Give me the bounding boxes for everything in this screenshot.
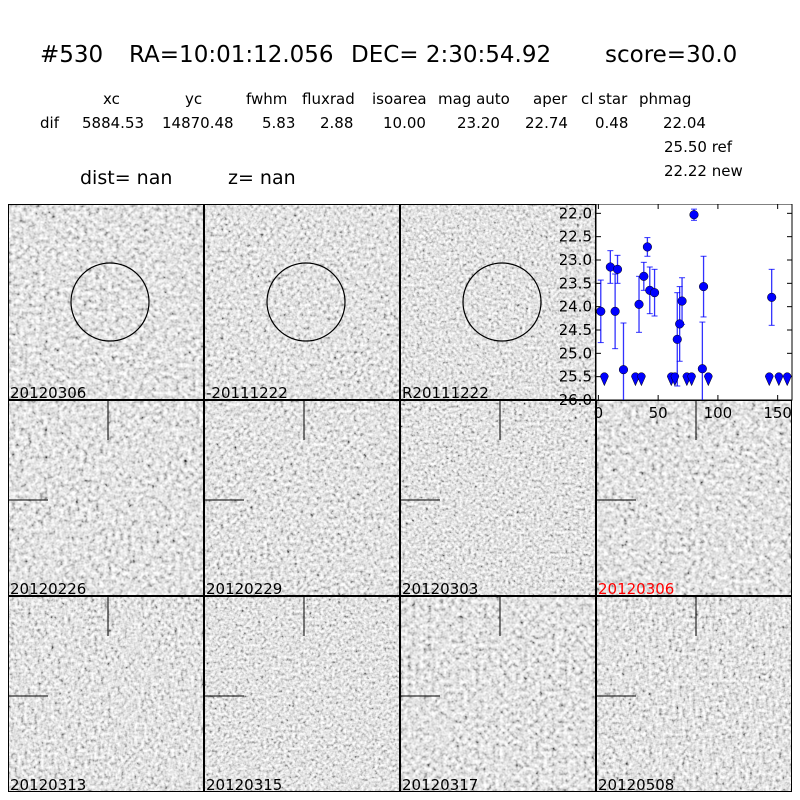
column-value: 23.20	[457, 114, 500, 132]
column-value: 22.04	[663, 114, 706, 132]
plot-frame	[595, 204, 793, 401]
upper-limit-marker	[774, 372, 784, 387]
row-label: dif	[40, 114, 59, 132]
ra: RA=10:01:12.056	[129, 42, 334, 68]
aperture-circle	[266, 262, 346, 342]
data-point	[639, 271, 649, 281]
column-value: 10.00	[383, 114, 426, 132]
column-header: fwhm	[246, 90, 288, 108]
column-header: cl star	[581, 90, 628, 108]
stamp-image: -20111222	[204, 204, 400, 400]
column-value: 5884.53	[82, 114, 145, 132]
column-header: mag auto	[438, 90, 510, 108]
data-point	[677, 296, 687, 306]
upper-limit-marker	[637, 372, 646, 387]
stamp-date-label: 20120317	[402, 776, 479, 792]
data-point	[634, 299, 644, 309]
stamp-image: 20120303	[400, 400, 596, 596]
data-point	[689, 210, 699, 220]
upper-limit-marker	[670, 372, 680, 387]
data-point	[596, 306, 606, 316]
stamp-date-label: 20120226	[10, 580, 87, 596]
column-value: 2.88	[320, 114, 354, 132]
stamp-image: R20111222	[400, 204, 596, 400]
column-header: yc	[185, 90, 203, 108]
x-tick-label: 100	[704, 404, 733, 422]
data-point	[612, 264, 623, 274]
x-tick-label: 0	[594, 404, 604, 422]
candidate-id: #530	[40, 42, 104, 68]
upper-limit-marker	[782, 372, 792, 387]
y-tick-label: 25.0	[560, 344, 592, 362]
stamp-image: 20120229	[204, 400, 400, 596]
aperture-circle	[462, 262, 542, 342]
y-tick-label: 23.5	[560, 274, 592, 292]
data-point	[699, 282, 709, 292]
column-value: 14870.48	[162, 114, 234, 132]
stamp-date-label: 20120229	[206, 580, 283, 596]
column-header: isoarea	[372, 90, 427, 108]
dist: dist= nan	[80, 167, 173, 189]
y-tick-label: 25.5	[560, 368, 592, 386]
stamp-date-label: -20111222	[206, 384, 288, 400]
data-point	[618, 365, 629, 375]
score: score=30.0	[605, 42, 738, 68]
stamp-date-label: 20120508	[598, 776, 675, 792]
x-tick-label: 150	[763, 404, 792, 422]
stamp-date-label: R20111222	[402, 384, 489, 400]
upper-limit-marker	[687, 372, 696, 387]
ref-mag: 25.50 ref	[664, 138, 733, 156]
y-tick-label: 24.0	[560, 298, 592, 316]
aperture-circle	[70, 262, 150, 342]
column-value: 0.48	[595, 114, 629, 132]
y-tick-label: 22.0	[560, 204, 592, 222]
stamp-date-label: 20120303	[402, 580, 479, 596]
column-header: xc	[103, 90, 120, 108]
stamp-date-label: 20120306	[598, 580, 675, 596]
y-tick-label: 24.5	[560, 321, 592, 339]
data-point	[642, 242, 652, 252]
upper-limit-marker	[704, 372, 713, 387]
redshift: z= nan	[228, 167, 296, 189]
y-tick-label: 23.0	[560, 251, 592, 269]
y-tick-label: 22.5	[560, 228, 592, 246]
stamp-image: 20120315	[204, 596, 400, 792]
column-value: 5.83	[262, 114, 296, 132]
stamp-image: 20120306	[8, 204, 204, 400]
stamp-image: 20120317	[400, 596, 596, 792]
data-point	[610, 306, 620, 316]
data-point	[767, 292, 777, 302]
upper-limit-marker	[600, 372, 609, 387]
stamp-image: 20120306	[596, 400, 792, 596]
column-header: aper	[533, 90, 568, 108]
column-value: 22.74	[525, 114, 568, 132]
data-point	[650, 288, 660, 298]
upper-limit-marker	[765, 372, 774, 387]
stamp-image: 20120508	[596, 596, 792, 792]
data-point	[697, 364, 707, 374]
column-header: fluxrad	[302, 90, 355, 108]
light-curve: 22.0 22.5 23.0 23.5 24.0 24.5 25.0 25.5 26.00 50 1…	[560, 204, 793, 422]
x-tick-label: 50	[649, 404, 668, 422]
stamp-date-label: 20120313	[10, 776, 87, 792]
column-header: phmag	[639, 90, 692, 108]
stamp-date-label: 20120315	[206, 776, 283, 792]
new-mag: 22.22 new	[664, 162, 743, 180]
y-tick-label: 26.0	[560, 391, 592, 409]
stamp-date-label: 20120306	[10, 384, 87, 400]
dec: DEC= 2:30:54.92	[351, 42, 552, 68]
stamp-image: 20120313	[8, 596, 204, 792]
stamp-image: 20120226	[8, 400, 204, 596]
